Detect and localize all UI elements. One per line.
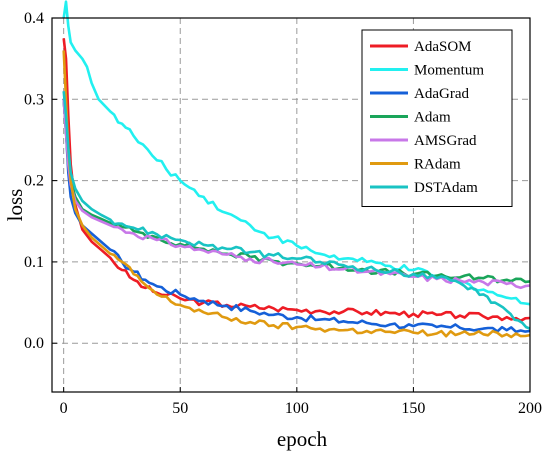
legend-label-adam: Adam [414, 110, 451, 126]
series-line-radam [62, 50, 531, 339]
x-axis-label: epoch [277, 427, 328, 451]
y-tick-label: 0.1 [24, 254, 44, 271]
legend-box [361, 29, 513, 207]
y-axis-label: loss [3, 189, 27, 222]
legend-label-amsgrad: AMSGrad [414, 133, 477, 149]
series-line-adasom [62, 38, 531, 323]
legend-label-adasom: AdaSOM [414, 39, 472, 55]
axis-ticks: 0 50 100 150 200 0.0 0.1 0.2 0.3 0.4 [24, 10, 542, 417]
series-lines [62, 0, 531, 339]
series-line-adagrad [62, 99, 531, 334]
x-tick-label: 100 [285, 400, 309, 417]
legend-label-momentum: Momentum [414, 63, 484, 79]
x-tick-label: 200 [518, 400, 542, 417]
plot-frame [51, 17, 531, 393]
y-tick-label: 0.0 [24, 335, 44, 352]
x-tick-label: 50 [172, 400, 188, 417]
legend: AdaSOM Momentum AdaGrad Adam AMSGrad RAdam DST… [361, 29, 513, 207]
x-tick-label: 150 [401, 400, 425, 417]
y-tick-label: 0.2 [24, 173, 44, 190]
y-tick-label: 0.4 [24, 10, 44, 27]
series-line-dstadam [62, 91, 531, 330]
legend-label-dstadam: DSTAdam [414, 180, 478, 196]
legend-label-adagrad: AdaGrad [414, 86, 469, 102]
x-tick-label: 0 [60, 400, 68, 417]
legend-label-radam: RAdam [414, 157, 461, 173]
y-tick-label: 0.3 [24, 91, 44, 108]
